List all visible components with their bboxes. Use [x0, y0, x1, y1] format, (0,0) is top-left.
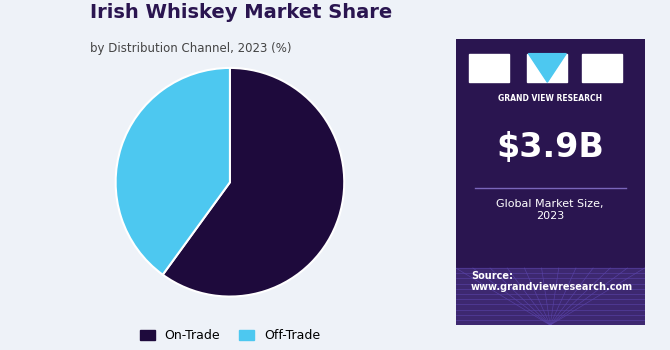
- Bar: [582, 54, 622, 82]
- Text: Source:
www.grandviewresearch.com: Source: www.grandviewresearch.com: [471, 271, 633, 293]
- Bar: [469, 54, 509, 82]
- Text: by Distribution Channel, 2023 (%): by Distribution Channel, 2023 (%): [90, 42, 291, 55]
- Legend: On-Trade, Off-Trade: On-Trade, Off-Trade: [135, 324, 325, 348]
- Bar: [456, 268, 645, 325]
- Text: $3.9B: $3.9B: [496, 132, 604, 164]
- Text: Global Market Size,
2023: Global Market Size, 2023: [496, 199, 604, 221]
- Polygon shape: [529, 54, 566, 82]
- Bar: [527, 54, 567, 82]
- Wedge shape: [116, 68, 230, 275]
- Text: Irish Whiskey Market Share: Irish Whiskey Market Share: [90, 3, 392, 22]
- Wedge shape: [163, 68, 344, 296]
- Text: GRAND VIEW RESEARCH: GRAND VIEW RESEARCH: [498, 94, 602, 103]
